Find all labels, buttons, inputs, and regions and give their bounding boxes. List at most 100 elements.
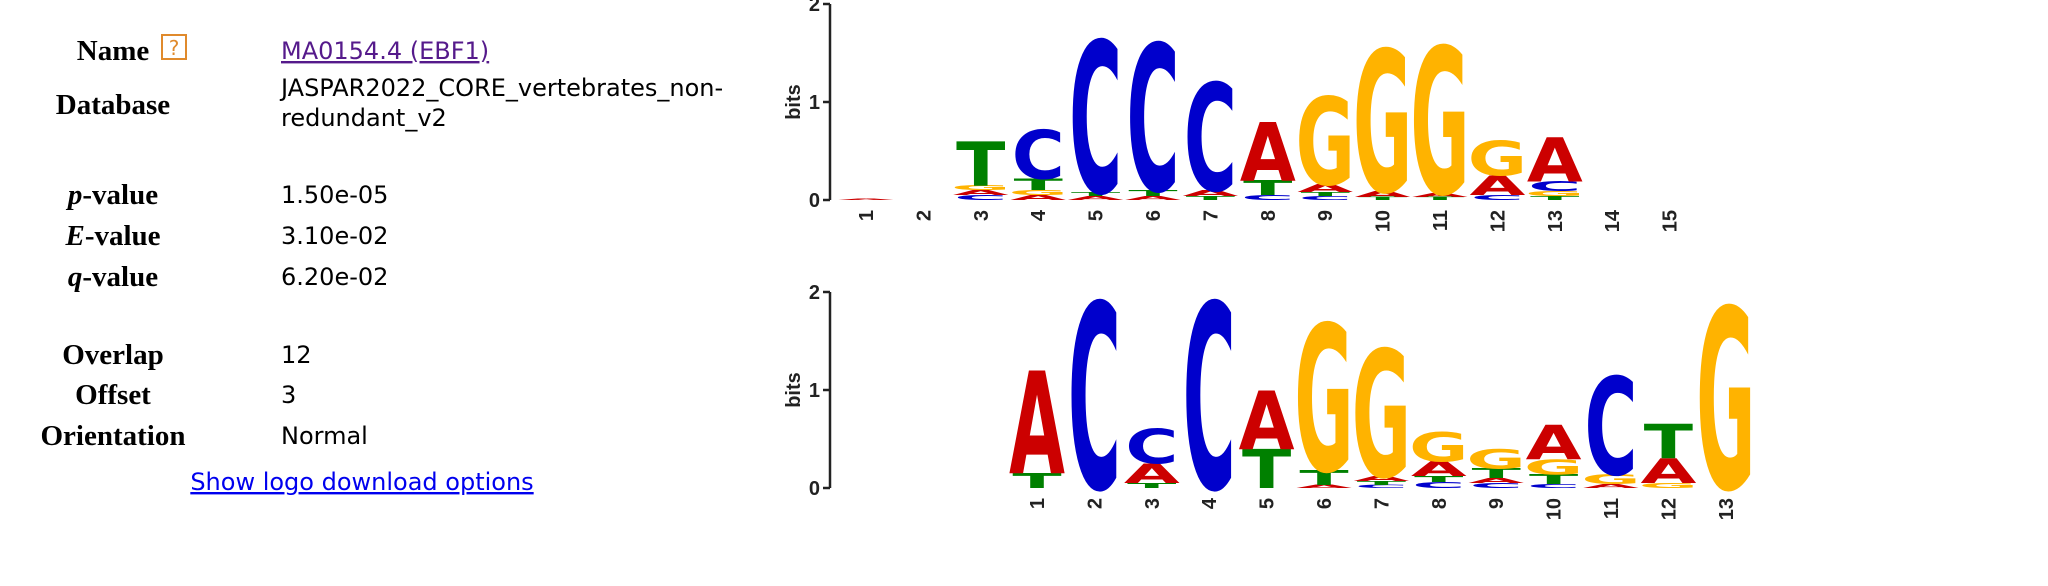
logo-letter: C — [1125, 420, 1178, 475]
field-label-italic: E — [64, 220, 84, 252]
field-value: Normal — [281, 422, 368, 450]
logo-letter: T — [1242, 439, 1292, 501]
logo-letter: T — [1415, 196, 1464, 201]
logo-letter: T — [1529, 472, 1579, 488]
logo-letter: C — [1183, 253, 1236, 550]
field-label-text: Name — [77, 35, 150, 67]
download-options-link[interactable]: Show logo download options — [190, 468, 533, 496]
field-label-text: Orientation — [41, 420, 186, 452]
position-label: 15 — [1660, 210, 1682, 232]
logo-letter: T — [1472, 466, 1522, 482]
logo-letter: C — [1584, 351, 1637, 507]
logo-letter: G — [1525, 190, 1584, 198]
logo-letter: C — [1355, 484, 1408, 489]
logo-letter: G — [1296, 74, 1355, 214]
position-label: 7 — [1371, 498, 1393, 509]
field-label-text: -value — [82, 179, 158, 211]
logo-letter: A — [1068, 195, 1124, 201]
logo-letter: A — [1009, 344, 1065, 508]
position-label: 6 — [1314, 498, 1336, 509]
logo-letter: G — [1294, 284, 1353, 518]
field-label-text: Overlap — [62, 339, 164, 371]
position-label: 8 — [1429, 498, 1451, 509]
logo-letter: A — [1297, 182, 1353, 194]
logo-letter: A — [1411, 458, 1467, 482]
y-tick-label: 1 — [809, 380, 820, 402]
logo-letter: T — [1644, 415, 1694, 470]
logo-letter: G — [1524, 456, 1583, 480]
position-label: 2 — [913, 210, 935, 221]
position-label: 11 — [1430, 210, 1452, 231]
info-panel: Name? MA0154.4 (EBF1) Database JASPAR2022_C… — [41, 34, 723, 496]
logo-letter: T — [1530, 195, 1579, 201]
logo-letter: C — [1241, 194, 1294, 202]
logo-letter: A — [1355, 190, 1411, 199]
position-label: 12 — [1487, 210, 1509, 232]
field-label: q-value — [68, 261, 158, 293]
field-value: JASPAR2022_CORE_vertebrates_non- — [279, 74, 723, 102]
logo-letter: G — [1410, 7, 1469, 241]
logo-letter: C — [1126, 4, 1179, 238]
logo-letter: A — [1240, 107, 1296, 201]
logo-letter: G — [1352, 316, 1411, 519]
logo-letter: A — [1527, 125, 1583, 196]
field-label: Overlap — [62, 339, 164, 371]
field-label: p-value — [65, 179, 158, 211]
position-label: 14 — [1602, 209, 1624, 232]
logo-letter: C — [1068, 253, 1121, 550]
field-label: Offset — [75, 379, 151, 411]
y-tick-label: 2 — [809, 282, 820, 304]
position-label: 7 — [1200, 210, 1222, 221]
logo-letter: G — [1468, 132, 1527, 187]
field-label-text: Database — [56, 89, 171, 121]
position-label: 8 — [1258, 210, 1280, 221]
logo-letter: T — [1301, 191, 1350, 197]
position-label: 4 — [1028, 209, 1050, 221]
position-label: 12 — [1658, 498, 1680, 520]
position-label: 4 — [1199, 497, 1221, 509]
logo-letter: A — [1640, 453, 1696, 492]
field-label-italic: q — [68, 261, 83, 293]
logo-letter: A — [1125, 195, 1181, 201]
logo-letter: T — [1014, 175, 1064, 194]
position-label: 3 — [971, 210, 993, 221]
field-label-text: Offset — [75, 379, 151, 411]
logo-letter: C — [1470, 482, 1523, 490]
logo-letter: A — [1124, 458, 1180, 490]
position-label: 9 — [1315, 210, 1337, 221]
logo-letter: A — [1239, 375, 1295, 469]
field-value: 3 — [281, 381, 296, 409]
help-icon[interactable]: ? — [169, 36, 180, 60]
logo-letter: C — [1527, 483, 1580, 489]
logo-letter: C — [1069, 0, 1122, 242]
field-label: E-value — [64, 220, 160, 252]
logo-letter: G — [1409, 424, 1468, 471]
field-label: Name — [77, 35, 150, 67]
field-value: 1.50e-05 — [281, 181, 388, 209]
logo-letter: A — [1469, 170, 1525, 202]
logo-letter: C — [1528, 179, 1581, 195]
field-label: Orientation — [41, 420, 186, 452]
logo-letter: T — [1358, 196, 1407, 201]
logo-letter: T — [1299, 466, 1348, 490]
logo-letter: G — [1639, 482, 1698, 490]
logo-letter: C — [1471, 194, 1524, 202]
help-icon-box — [161, 34, 187, 60]
logo-letter: T — [1357, 480, 1406, 486]
position-label: 5 — [1086, 210, 1108, 221]
logo-letter: T — [1071, 191, 1120, 197]
position-label: 3 — [1142, 498, 1164, 509]
logo-letter: C — [954, 194, 1007, 202]
name-link[interactable]: MA0154.4 (EBF1) — [281, 37, 489, 65]
field-value-line2: redundant_v2 — [281, 104, 447, 132]
position-label: 13 — [1545, 210, 1567, 232]
logo-letter: A — [953, 189, 1009, 197]
field-value: 6.20e-02 — [281, 263, 388, 291]
logo-letter: A — [1182, 189, 1238, 198]
position-label: 6 — [1143, 210, 1165, 221]
y-axis-label: bits — [783, 84, 805, 120]
logo-letter: G — [1696, 259, 1755, 548]
field-value: 12 — [281, 341, 312, 369]
